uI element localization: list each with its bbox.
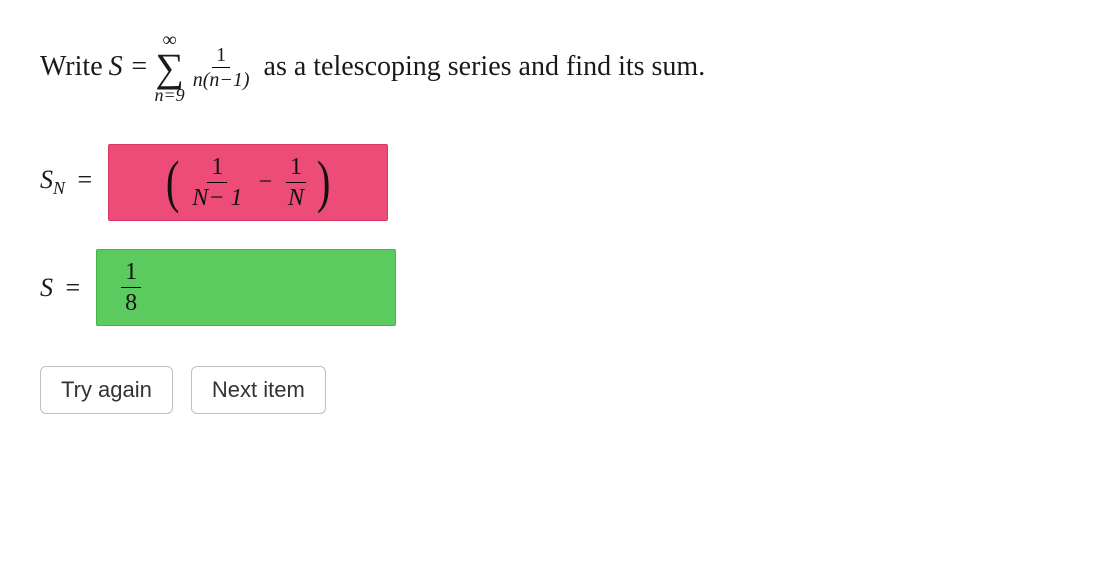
s-equals: S = bbox=[109, 47, 149, 86]
s-expression: 1 8 bbox=[115, 260, 147, 315]
sn-equals: = bbox=[78, 165, 93, 194]
button-row: Try again Next item bbox=[40, 366, 1061, 414]
left-paren: ( bbox=[166, 159, 180, 205]
next-item-button[interactable]: Next item bbox=[191, 366, 326, 414]
sn-frac1-num: 1 bbox=[207, 155, 227, 183]
sn-sub: N bbox=[53, 179, 65, 199]
problem-statement: Write S = ∞ ∑ n=9 1 n(n−1) as a telescop… bbox=[40, 30, 1061, 104]
sn-frac2-den: N bbox=[284, 183, 308, 210]
s-label: S = bbox=[40, 273, 86, 303]
s-main: S bbox=[40, 273, 53, 302]
s-answer-box[interactable]: 1 8 bbox=[96, 249, 396, 326]
sn-frac1: 1 N− 1 bbox=[188, 155, 246, 210]
s-num: 1 bbox=[121, 260, 141, 288]
try-again-button[interactable]: Try again bbox=[40, 366, 173, 414]
right-paren: ) bbox=[317, 159, 331, 205]
summation: ∞ ∑ n=9 1 n(n−1) bbox=[155, 30, 258, 104]
s-den: 8 bbox=[121, 288, 141, 315]
sn-main: S bbox=[40, 165, 53, 194]
partial-sum-row: SN = ( 1 N− 1 − 1 N ) bbox=[40, 144, 1061, 221]
problem-prefix: Write bbox=[40, 47, 103, 86]
sn-frac1-den: N− 1 bbox=[188, 183, 246, 210]
sn-label: SN = bbox=[40, 165, 98, 199]
sn-frac2-num: 1 bbox=[286, 155, 306, 183]
term-denominator: n(n−1) bbox=[189, 68, 254, 90]
sn-answer-box[interactable]: ( 1 N− 1 − 1 N ) bbox=[108, 144, 388, 221]
sigma-lower: n=9 bbox=[155, 86, 185, 104]
sn-expression: ( 1 N− 1 − 1 N ) bbox=[163, 155, 333, 210]
series-term: 1 n(n−1) bbox=[189, 45, 254, 90]
sn-minus: − bbox=[259, 169, 273, 196]
s-frac: 1 8 bbox=[121, 260, 141, 315]
term-numerator: 1 bbox=[212, 45, 230, 68]
sum-row: S = 1 8 bbox=[40, 249, 1061, 326]
sn-frac2: 1 N bbox=[284, 155, 308, 210]
sigma-symbol: ∑ bbox=[155, 50, 184, 86]
s-equals: = bbox=[66, 273, 81, 302]
problem-suffix: as a telescoping series and find its sum… bbox=[264, 47, 706, 86]
